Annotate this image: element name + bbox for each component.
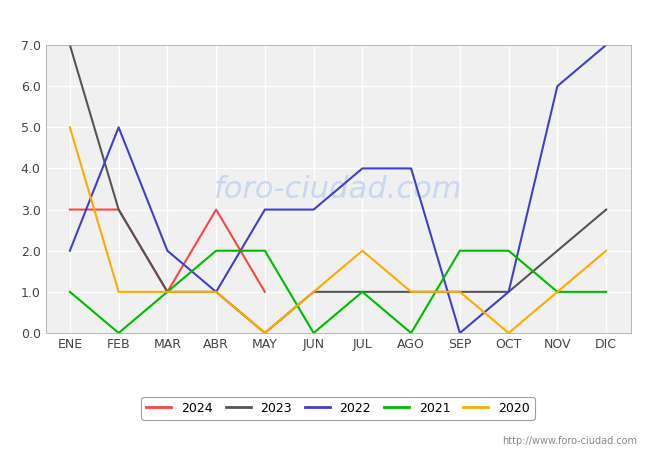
Text: http://www.foro-ciudad.com: http://www.foro-ciudad.com <box>502 436 637 446</box>
Legend: 2024, 2023, 2022, 2021, 2020: 2024, 2023, 2022, 2021, 2020 <box>142 397 534 420</box>
Text: foro-ciudad.com: foro-ciudad.com <box>214 175 462 203</box>
Text: Matriculaciones de Vehiculos en Betancuria: Matriculaciones de Vehiculos en Betancur… <box>129 11 521 29</box>
